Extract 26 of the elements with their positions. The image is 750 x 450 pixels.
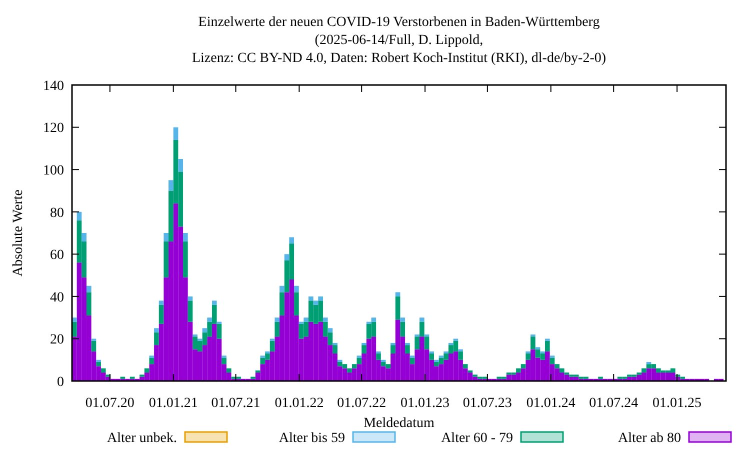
y-tick-label: 140 (43, 78, 64, 94)
x-tick-label: 01.01.24 (526, 396, 576, 411)
x-tick-label: 01.01.25 (652, 396, 702, 411)
y-tick-label: 120 (43, 121, 64, 136)
y-tick-label: 100 (43, 163, 64, 178)
y-axis-title: Absolute Werte (11, 190, 26, 276)
x-tick-label: 01.07.21 (211, 396, 260, 411)
x-tick-label: 01.01.21 (148, 396, 198, 411)
x-tick-label: 01.07.22 (337, 396, 386, 411)
chart-title: Einzelwerte der neuen COVID-19 Verstorbenen in Baden-Württemberg (198, 15, 600, 30)
x-tick-label: 01.07.23 (462, 396, 512, 411)
legend-label: Alter 60 - 79 (441, 430, 513, 446)
legend-label: Alter ab 80 (618, 430, 681, 446)
y-tick-label: 60 (50, 248, 64, 264)
y-tick-label: 20 (50, 332, 64, 348)
x-tick-label: 01.01.23 (400, 396, 450, 411)
x-tick-label: 01.01.22 (274, 396, 324, 411)
x-tick-label: 01.07.24 (589, 396, 638, 411)
legend-label: Alter unbek. (107, 430, 177, 446)
x-tick-label: 01.07.20 (85, 396, 134, 411)
x-axis-title: Meldedatum (364, 416, 434, 431)
legend-label: Alter bis 59 (278, 430, 345, 446)
y-tick-label: 80 (50, 206, 64, 221)
chart-subtitle: (2025-06-14/Full, D. Lippold, Lizenz: CC BY-ND 4.0, Daten: Robert Koch-Institut (RKI), dl-de/by-2-0) (192, 33, 606, 66)
y-tick-label: 0 (57, 374, 64, 390)
y-tick-label: 40 (50, 290, 64, 306)
